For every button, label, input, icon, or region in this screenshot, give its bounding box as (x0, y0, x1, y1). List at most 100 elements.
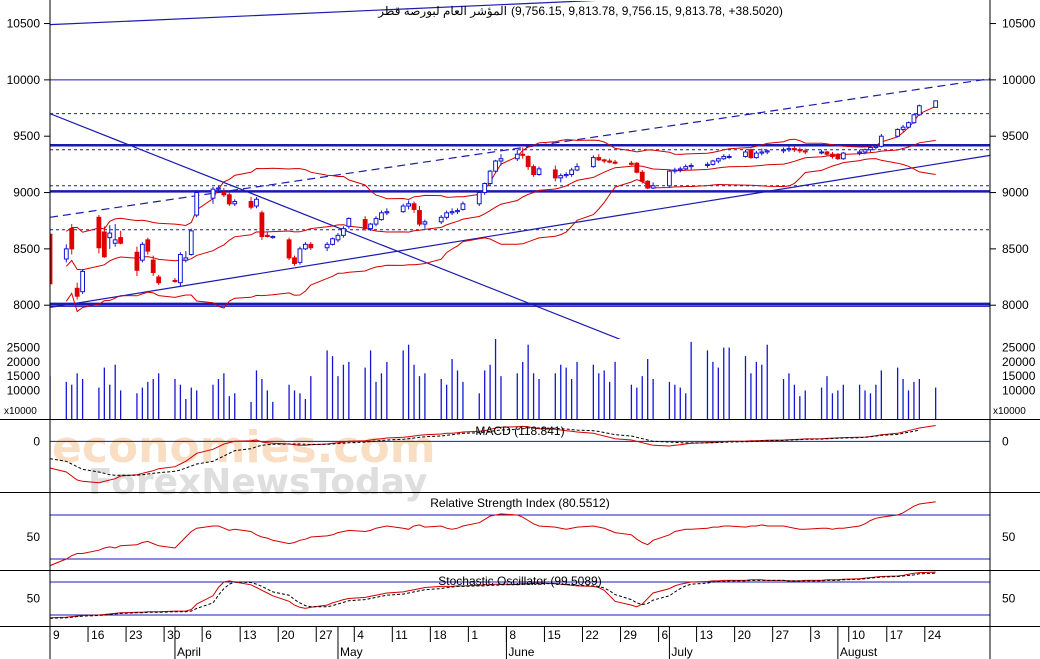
x-tick-label: 18 (433, 628, 447, 642)
x-month-label: August (840, 645, 878, 659)
candle-body (726, 155, 732, 158)
candle-body (101, 231, 107, 258)
price-quote: (9,756.15, 9,813.78, 9,756.15, 9,813.78,… (511, 4, 783, 18)
y-tick-label-right: 10500 (1002, 17, 1036, 31)
candle-body (264, 234, 270, 237)
candle-body (156, 276, 162, 284)
candle-body (406, 203, 412, 207)
candle-body (590, 157, 596, 168)
candle-body (194, 192, 200, 216)
macd-tick-label-right: 0 (1002, 434, 1009, 448)
candle-body (308, 243, 314, 249)
trend-line (50, 154, 990, 309)
candle-body (118, 237, 124, 244)
rsi-tick-label: 50 (27, 530, 41, 544)
candle-body (607, 160, 613, 163)
macd-signal-line (50, 427, 920, 476)
stochastic-d-line (50, 572, 936, 619)
candle-body (330, 238, 335, 245)
candle-body (514, 153, 520, 160)
x-tick-label: 23 (129, 628, 143, 642)
candle-body (857, 151, 862, 154)
candle-body (634, 162, 640, 173)
y-tick-label-right: 9500 (1002, 129, 1029, 143)
rsi-title: Relative Strength Index (80.5512) (430, 496, 609, 510)
watermark: economies.com ForexNewsToday (52, 422, 436, 503)
y-tick-label: 9000 (13, 186, 40, 200)
volume-tick-label: 25000 (7, 341, 41, 355)
candle-body (791, 148, 797, 151)
stochastic-title: Stochastic Oscillator (99.5089) (438, 574, 601, 588)
candle-body (286, 239, 292, 259)
x-tick-label: 6 (205, 628, 212, 642)
candle-body (868, 146, 873, 151)
x-tick-label: 27 (776, 628, 790, 642)
candle-body (677, 168, 683, 171)
volume-tick-label: 15000 (7, 369, 41, 383)
macd-tick-label: 0 (33, 434, 40, 448)
candle-body (455, 210, 460, 213)
candle-body (748, 149, 754, 159)
stochastic-tick-label: 50 (27, 592, 41, 606)
candle-body (628, 162, 634, 165)
candle-body (188, 230, 194, 255)
candle-body (74, 287, 80, 297)
y-tick-label: 10500 (7, 17, 41, 31)
stochastic-tick-label-right: 50 (1002, 592, 1016, 606)
bollinger-middle (65, 139, 936, 271)
candle-body (341, 228, 346, 236)
candle-body (705, 163, 710, 166)
candle-body (900, 126, 906, 130)
candle-body (601, 159, 607, 162)
candle-body (270, 235, 276, 239)
candle-body (221, 192, 227, 196)
candle-body (493, 160, 498, 172)
candle-body (612, 161, 618, 164)
volume-tick-label-right: 10000 (1002, 383, 1036, 397)
candle-body (80, 270, 86, 293)
candle-body (346, 217, 352, 227)
x-tick-label: 13 (243, 628, 257, 642)
candle-body (520, 153, 526, 156)
candle-body (69, 228, 75, 250)
candle-body (536, 168, 542, 176)
y-tick-label-right: 10000 (1002, 73, 1036, 87)
candle-body (895, 128, 901, 137)
candle-body (134, 251, 140, 271)
x-tick-label: 11 (395, 628, 408, 642)
price-panel (50, 1, 990, 339)
watermark-economies: economies.com (52, 422, 436, 473)
candle-body (819, 151, 824, 154)
candle-body (710, 160, 716, 165)
candle-body (150, 259, 156, 274)
candle-body (721, 155, 727, 160)
candle-body (335, 234, 341, 241)
x-month-label: April (177, 645, 201, 659)
candle-body (569, 169, 575, 176)
candle-body (248, 201, 254, 208)
x-tick-label: 30 (167, 628, 181, 642)
candle-body (476, 192, 482, 205)
x-tick-label: 10 (852, 628, 866, 642)
candle-body (259, 212, 265, 237)
price-title: المؤشر العام لبورصة قطر (377, 4, 507, 18)
candle-body (417, 210, 422, 225)
y-tick-label: 8000 (13, 298, 40, 312)
candle-body (916, 105, 922, 116)
candle-body (764, 150, 770, 153)
candle-body (672, 169, 678, 172)
candle-body (362, 219, 368, 230)
rsi-tick-label-right: 50 (1002, 530, 1016, 544)
x-tick-label: 1 (471, 628, 478, 642)
rsi-line (50, 501, 936, 567)
candle-body (96, 216, 102, 249)
candle-body (292, 257, 297, 265)
candle-body (835, 153, 841, 160)
candle-body (324, 243, 330, 249)
volume-tick-label-right: 25000 (1002, 341, 1036, 355)
candle-body (574, 166, 580, 171)
macd-title: MACD (118.841) (475, 424, 564, 438)
candle-body (531, 166, 536, 176)
